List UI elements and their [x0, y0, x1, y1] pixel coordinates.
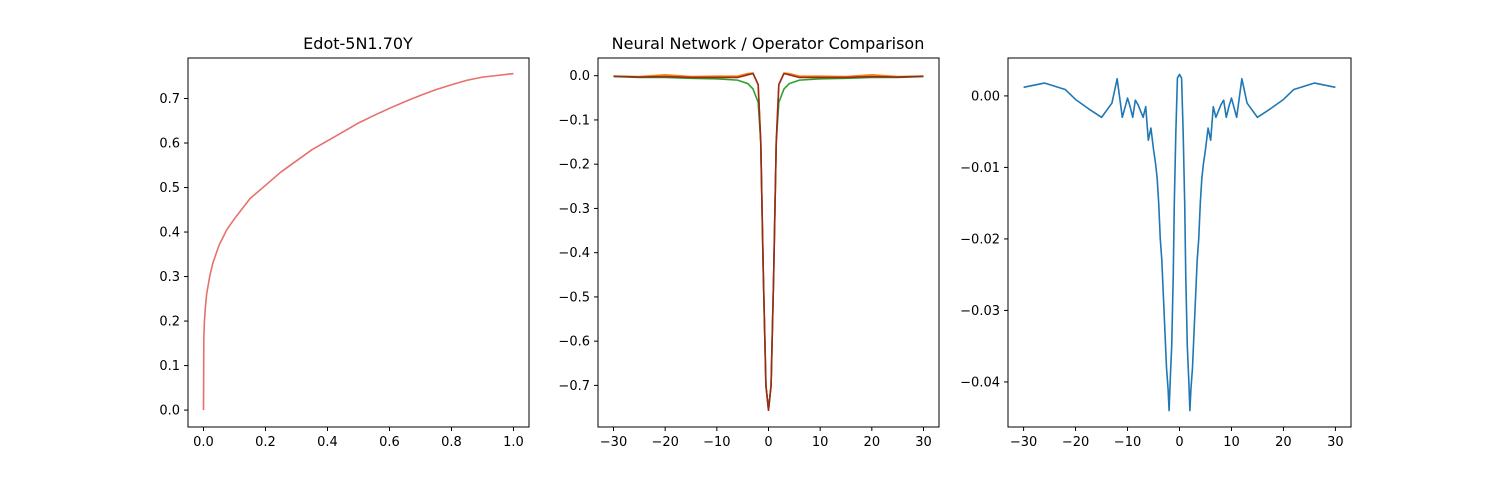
chart-2-x-tick-label: −10	[703, 435, 730, 450]
chart-3-x-tick-label: 30	[1327, 435, 1344, 450]
chart-2-y-tick-label: −0.4	[558, 246, 590, 261]
chart-1-title: Edot-5N1.70Y	[303, 34, 413, 53]
chart-3-series-line-1	[1023, 73, 1336, 412]
chart-2-x-tick-label: −20	[651, 435, 678, 450]
chart-panel-3: −30 −20 −10 0 10 20 30 0.00 −0.01 −0.02 −0.03 −0.04	[960, 57, 1352, 450]
chart-1-y-tick-label: 0.4	[159, 226, 180, 241]
chart-3-x-tick-label: −10	[1114, 435, 1141, 450]
chart-2-y-tick-label: −0.7	[558, 379, 590, 394]
chart-3-x-tick-label: 10	[1223, 435, 1240, 450]
chart-panel-2: Neural Network / Operator Comparison −30…	[558, 34, 940, 450]
chart-1-x-tick-label: 0.6	[379, 435, 400, 450]
chart-3-x-tick-label: 0	[1175, 435, 1183, 450]
chart-2-y-tick-label: 0.0	[569, 69, 590, 84]
chart-1-x-tick-label: 0.0	[193, 435, 214, 450]
chart-2-x-tick-label: 0	[764, 435, 772, 450]
chart-1-y-tick-label: 0.7	[159, 92, 180, 107]
chart-1-y-tick-label: 0.2	[159, 315, 180, 330]
chart-3-y-tick-label: −0.03	[960, 304, 1000, 319]
chart-1-y-tick-label: 0.5	[159, 181, 180, 196]
chart-1-y-tick-label: 0.3	[159, 270, 180, 285]
chart-3-x-tick-label: −30	[1010, 435, 1037, 450]
chart-1-y-tick-label: 0.6	[159, 137, 180, 152]
chart-2-x-tick-label: 20	[864, 435, 881, 450]
chart-panel-1: Edot-5N1.70Y 0.0 0.2 0.4 0.6 0.8 1.0 0.0 0.1 0.2…	[159, 34, 530, 450]
chart-2-plot-area: −30 −20 −10 0 10 20 30 0.0 −0.1 −0.2 −0.3 −0.4 −0.5 −…	[558, 57, 940, 450]
chart-1-y-tick-label: 0.0	[159, 404, 180, 419]
chart-2-y-tick-label: −0.5	[558, 290, 590, 305]
chart-2-x-tick-label: 30	[915, 435, 932, 450]
chart-3-y-tick-label: −0.01	[960, 161, 1000, 176]
chart-2-x-tick-label: 10	[812, 435, 829, 450]
chart-3-y-tick-label: 0.00	[971, 89, 1000, 104]
chart-3-x-tick-label: 20	[1275, 435, 1292, 450]
chart-3-y-tick-label: −0.02	[960, 232, 1000, 247]
chart-1-series-line-1	[202, 72, 514, 411]
chart-2-y-tick-label: −0.3	[558, 202, 590, 217]
chart-1-x-tick-label: 1.0	[503, 435, 524, 450]
chart-2-y-tick-label: −0.2	[558, 158, 590, 173]
chart-1-plot-area: 0.0 0.2 0.4 0.6 0.8 1.0 0.0 0.1 0.2 0.3 0.4 0.5 0.6 0…	[159, 57, 530, 450]
chart-1-axes-frame	[187, 57, 530, 428]
chart-3-x-tick-label: −20	[1062, 435, 1089, 450]
chart-2-series-line-3	[613, 72, 924, 411]
chart-1-x-tick-label: 0.2	[255, 435, 276, 450]
chart-2-y-tick-label: −0.6	[558, 335, 590, 350]
chart-1-x-tick-label: 0.8	[441, 435, 462, 450]
chart-2-title: Neural Network / Operator Comparison	[612, 34, 925, 53]
chart-3-y-tick-label: −0.04	[960, 375, 1000, 390]
chart-2-y-tick-label: −0.1	[558, 113, 590, 128]
chart-1-x-tick-label: 0.4	[317, 435, 338, 450]
chart-2-x-tick-label: −30	[600, 435, 627, 450]
chart-3-plot-area: −30 −20 −10 0 10 20 30 0.00 −0.01 −0.02 −0.03 −0.04	[960, 57, 1352, 450]
chart-1-y-tick-label: 0.1	[159, 359, 180, 374]
